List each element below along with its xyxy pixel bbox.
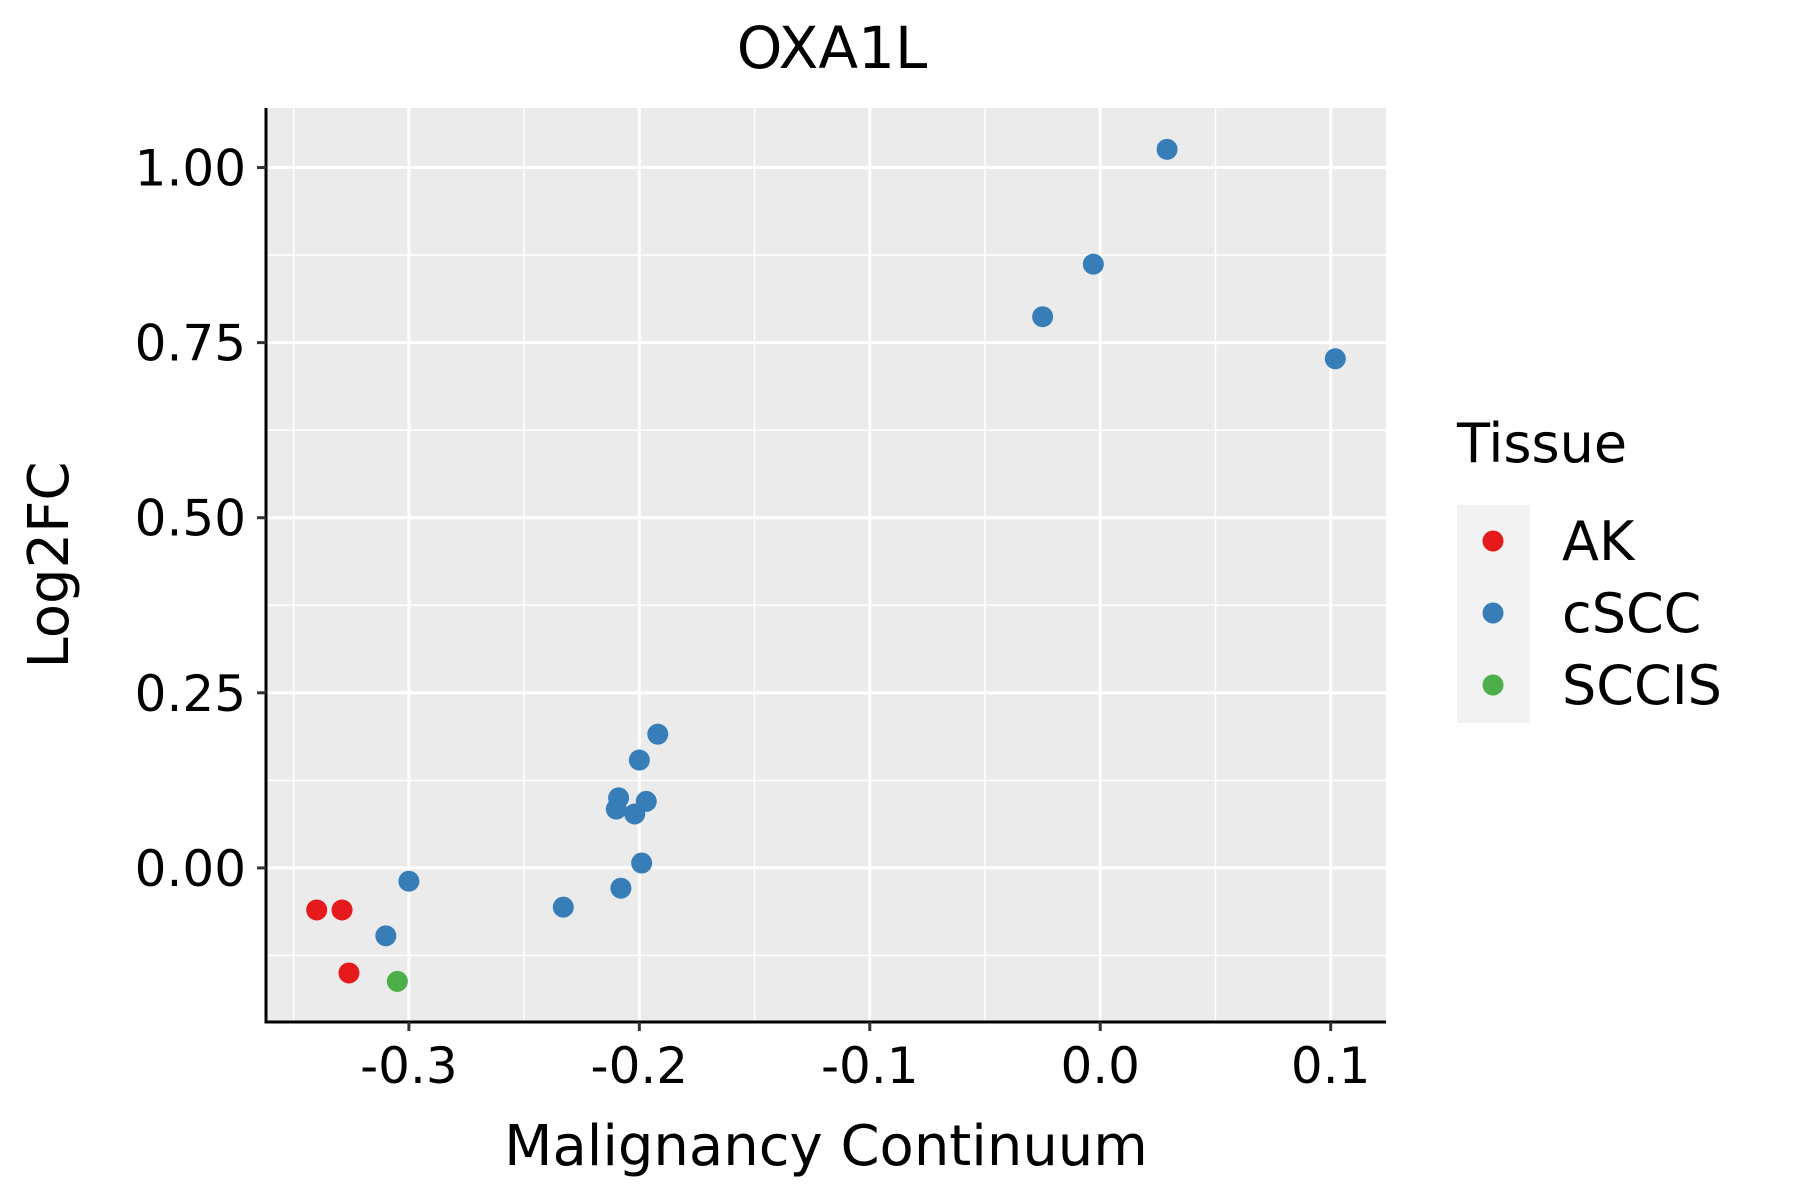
y-axis-ticks: 0.00 0.25 0.50 0.75 1.00 (135, 140, 266, 898)
legend-title: Tissue (1456, 412, 1627, 475)
y-tick-label: 0.50 (135, 490, 246, 548)
data-point-cscc (647, 723, 669, 745)
data-point-cscc (628, 749, 650, 771)
data-point-cscc (1082, 253, 1104, 275)
x-axis-title: Malignancy Continuum (504, 1114, 1148, 1179)
data-point-cscc (1324, 348, 1346, 370)
legend: Tissue AK cSCC SCCIS (1456, 412, 1722, 723)
data-point-ak (338, 962, 360, 984)
y-tick-label: 0.25 (135, 665, 246, 723)
y-tick-label: 0.75 (135, 315, 246, 373)
y-axis-title: Log2FC (17, 462, 82, 669)
data-point-cscc (552, 896, 574, 918)
chart-title: OXA1L (737, 14, 928, 82)
data-points (306, 138, 1346, 992)
x-tick-label: -0.3 (360, 1037, 458, 1095)
data-point-ak (306, 899, 328, 921)
data-point-cscc (375, 925, 397, 947)
grid-minor (266, 108, 1386, 1022)
x-tick-label: 0.0 (1060, 1037, 1140, 1095)
data-point-cscc (608, 787, 630, 809)
plot-panel (266, 108, 1386, 1022)
x-axis-ticks: -0.3 -0.2 -0.1 0.0 0.1 (360, 1022, 1370, 1095)
data-point-cscc (631, 852, 653, 874)
x-tick-label: -0.1 (821, 1037, 919, 1095)
x-tick-label: -0.2 (591, 1037, 689, 1095)
legend-label-sccis: SCCIS (1562, 654, 1722, 717)
legend-label-ak: AK (1562, 510, 1636, 573)
data-point-cscc (635, 790, 657, 812)
data-point-sccis (386, 970, 408, 992)
legend-key-sccis (1482, 674, 1504, 696)
data-point-cscc (1156, 138, 1178, 160)
data-point-ak (331, 899, 353, 921)
x-tick-label: 0.1 (1291, 1037, 1371, 1095)
y-tick-label: 0.00 (135, 840, 246, 898)
legend-key-cscc (1482, 602, 1504, 624)
legend-key-ak (1482, 530, 1504, 552)
y-tick-label: 1.00 (135, 140, 246, 198)
data-point-cscc (1032, 306, 1054, 328)
data-point-cscc (398, 870, 420, 892)
legend-label-cscc: cSCC (1562, 582, 1701, 645)
grid-major (266, 108, 1386, 1022)
data-point-cscc (610, 877, 632, 899)
